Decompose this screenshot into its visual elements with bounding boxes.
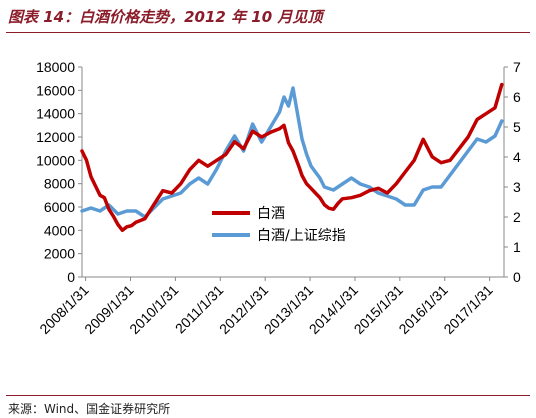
x-tick-label: 2010/1/31 — [126, 282, 182, 338]
footer-divider — [6, 395, 530, 396]
right-tick-label: 2 — [513, 209, 521, 225]
left-tick-label: 18000 — [36, 59, 75, 75]
page-title: 图表 14：白酒价格走势，2012 年 10 月见顶 — [8, 8, 323, 26]
right-tick-label: 4 — [513, 149, 521, 165]
right-tick-label: 1 — [513, 239, 521, 255]
x-tick-label: 2017/1/31 — [440, 282, 496, 338]
legend-label: 白酒 — [257, 206, 285, 222]
left-tick-label: 16000 — [36, 82, 75, 98]
right-tick-label: 3 — [513, 179, 521, 195]
right-tick-label: 5 — [513, 119, 521, 135]
left-tick-label: 12000 — [36, 129, 75, 145]
chart-axes: 0 2000 4000 6000 8000 10000 12000 14000 16000 180… — [36, 59, 521, 337]
left-tick-label: 8000 — [44, 176, 75, 192]
left-tick-label: 4000 — [44, 222, 75, 238]
left-tick-label: 2000 — [44, 246, 75, 262]
left-tick-label: 14000 — [36, 106, 75, 122]
series-line-ratio — [80, 86, 504, 219]
chart-series — [80, 82, 504, 233]
legend-label: 白酒/上证综指 — [257, 228, 346, 244]
right-tick-label: 6 — [513, 89, 521, 105]
left-tick-label: 10000 — [36, 152, 75, 168]
left-tick-label: 0 — [67, 269, 75, 285]
title-divider — [6, 32, 530, 33]
source-note: 来源：Wind、国金证券研究所 — [8, 402, 171, 416]
left-tick-label: 6000 — [44, 199, 75, 215]
right-tick-label: 7 — [513, 59, 521, 75]
right-tick-label: 0 — [513, 269, 521, 285]
series-line-baijiu — [80, 82, 504, 233]
